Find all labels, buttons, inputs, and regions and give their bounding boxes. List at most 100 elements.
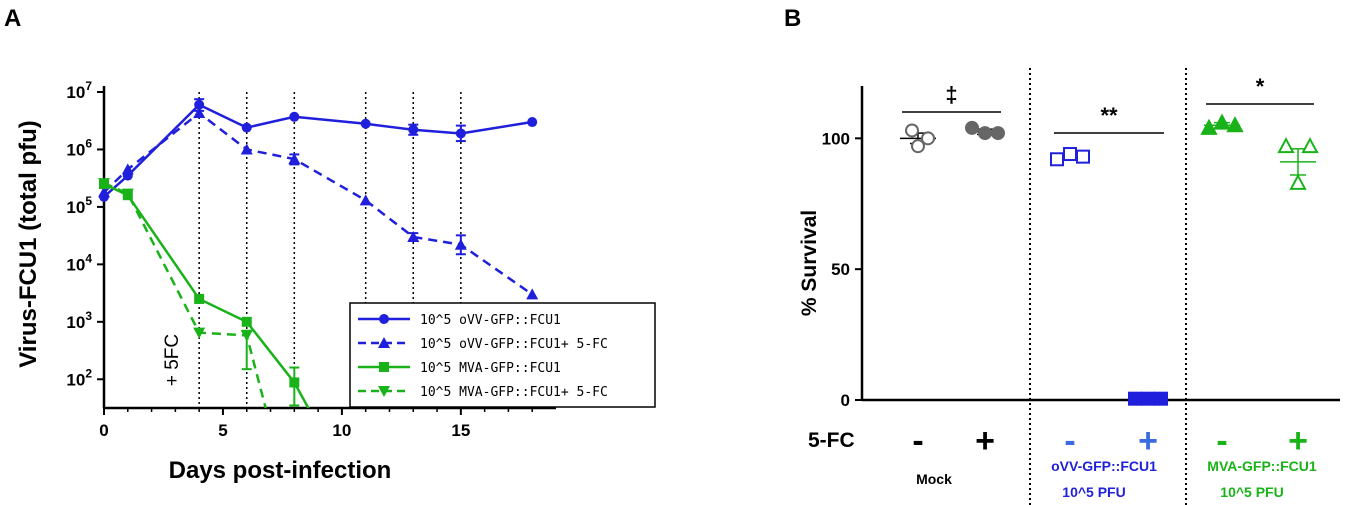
sign-label: + [975,422,995,460]
y-tick-label-a: 106 [66,136,92,159]
y-tick-base: 10 [66,83,85,102]
group-name-0: Mock [916,471,952,487]
panel-label-a: A [4,5,21,32]
legend-marker-2 [379,362,389,372]
y-tick-label-b: 100 [822,129,850,148]
data-point [1050,152,1064,167]
series-1-point [407,230,420,242]
y-tick-label-a: 104 [66,251,92,274]
y-tick-label-a: 103 [66,309,92,332]
series-2-point [289,377,300,388]
series-line-3 [103,181,267,408]
series-line-2 [103,182,310,408]
series-2-point [194,293,205,304]
sign-label: - [1064,422,1075,460]
group-name-2: MVA-GFP::FCU1 [1207,458,1317,474]
sign-label: + [1138,422,1158,460]
y-tick-label-a: 102 [66,366,92,389]
data-point [1128,391,1142,406]
y-tick-base: 10 [66,255,85,274]
series-1-point [121,163,134,175]
significance-label-2: * [1256,74,1265,99]
series-1-point [98,186,110,198]
y-tick-exponent: 3 [85,309,92,323]
series-0-point [241,122,252,133]
series-0-point [527,117,538,128]
legend-entry-2: 10^5 MVA-GFP::FCU1 [420,361,561,376]
legend-entry-0: 10^5 oVV-GFP::FCU1 [420,313,561,328]
y-tick-base: 10 [66,140,85,159]
y-tick-base: 10 [66,198,85,217]
data-point [1277,137,1295,154]
y-axis-title-a: Virus-FCU1 (total pfu) [15,120,42,368]
series-0-point [289,111,300,122]
series-0-point [408,124,419,135]
data-point [1226,116,1244,133]
x-tick-label-a: 0 [99,421,108,440]
y-tick-exponent: 2 [85,366,92,380]
series-0-point [455,128,466,139]
group-subname-1: 10^5 PFU [1062,484,1125,500]
series-3-point [98,178,110,190]
series-0-point [360,118,371,129]
data-point [921,131,935,146]
data-point [905,123,919,138]
data-point [1063,147,1077,162]
data-point [991,126,1005,141]
y-axis-title-b: % Survival [798,210,821,316]
data-point [978,126,992,141]
series-1-point [288,153,301,165]
y-tick-exponent: 5 [85,194,92,208]
legend-marker-1 [378,337,390,348]
series-3-point [121,188,134,200]
x-tick-label-a: 15 [451,421,470,440]
y-tick-base: 10 [66,370,85,389]
y-tick-label-a: 107 [66,79,92,102]
data-point [1289,173,1307,190]
series-line-1 [103,111,533,296]
sign-label: - [912,422,923,460]
data-point [911,139,925,154]
y-tick-exponent: 7 [85,79,92,93]
x-tick-label-a: 5 [218,421,227,440]
series-1-point [240,143,253,155]
row-label-5fc: 5-FC [808,429,855,452]
significance-label-0: ‡ [945,82,957,107]
panel-label-b: B [784,5,801,32]
y-tick-label-b: 0 [841,391,850,410]
series-1-point [454,238,467,250]
data-point [965,120,979,135]
data-point [1301,137,1319,154]
series-group-a [98,99,539,408]
legend-entry-3: 10^5 MVA-GFP::FCU1+ 5-FC [420,385,608,400]
series-3-point [193,327,206,339]
annotation-5fc: + 5FC [162,334,183,386]
x-axis-title-a: Days post-infection [169,457,392,484]
series-1-point [359,194,372,206]
series-1-point [526,288,539,300]
data-point [1213,113,1231,130]
y-tick-label-b: 50 [831,260,850,279]
series-1-point [193,107,206,119]
group-subname-2: 10^5 PFU [1220,484,1283,500]
sign-label: + [1288,422,1308,460]
series-line-0 [103,103,533,198]
x-tick-label-a: 10 [332,421,351,440]
data-point [1154,391,1168,406]
y-tick-label-a: 105 [66,194,92,217]
series-3-point [240,330,253,342]
y-tick-exponent: 4 [85,251,92,265]
group-name-1: oVV-GFP::FCU1 [1051,458,1157,474]
legend-box [349,302,656,408]
sign-label: - [1216,422,1227,460]
data-point [1141,391,1155,406]
data-point [1076,149,1090,164]
significance-label-1: ** [1100,103,1118,128]
legend-marker-0 [379,314,389,324]
y-tick-base: 10 [66,313,85,332]
legend-marker-3 [378,386,390,397]
series-2-point [241,316,252,327]
